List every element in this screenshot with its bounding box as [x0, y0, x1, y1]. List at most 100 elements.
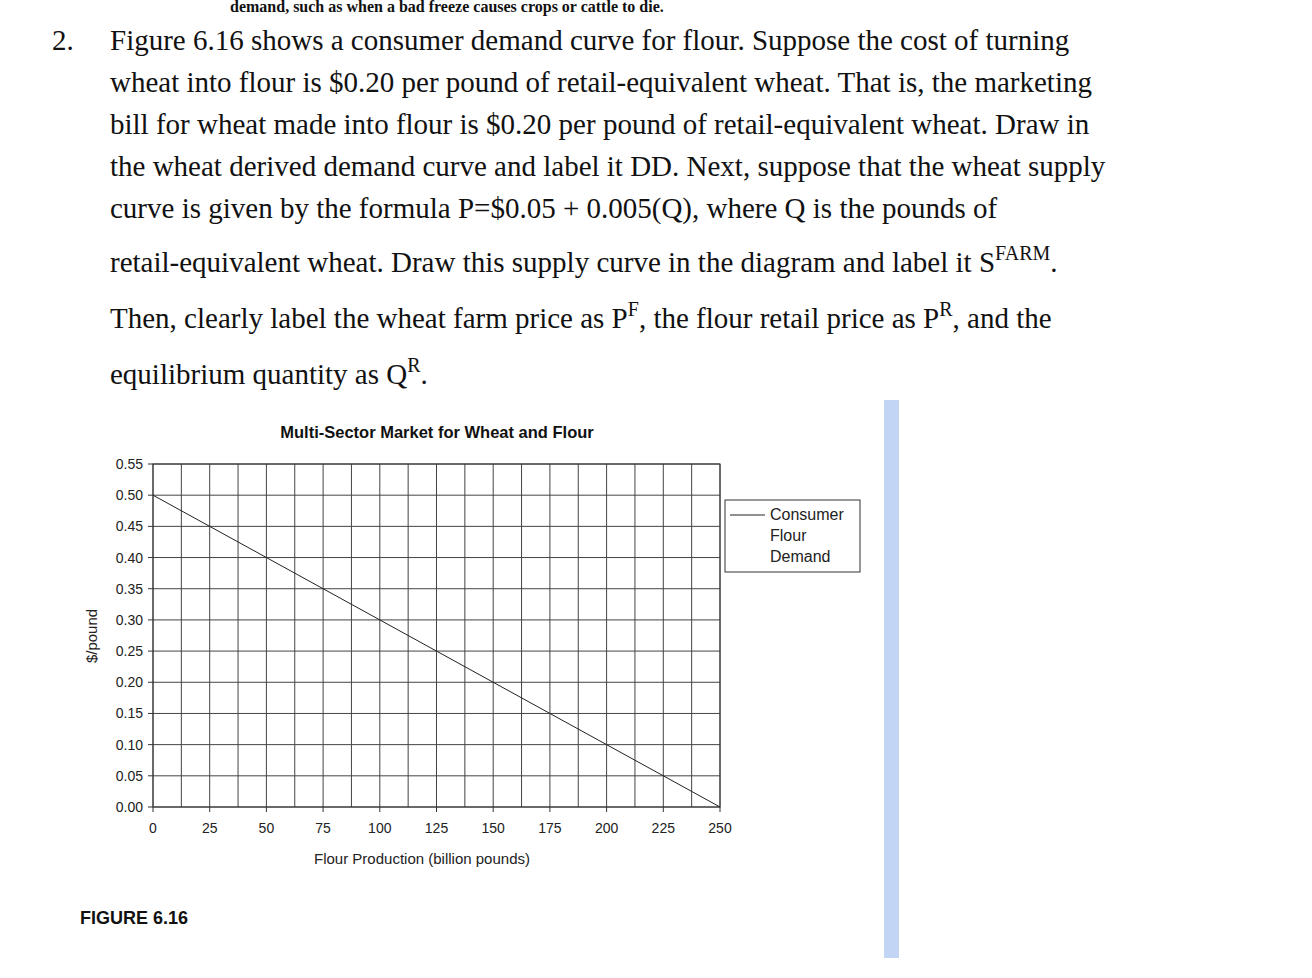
- tick-x: [153, 807, 154, 812]
- tick-y: [148, 619, 153, 620]
- text-run: Then, clearly label the wheat farm price…: [110, 302, 628, 334]
- grid-line-x: [493, 464, 494, 807]
- grid-line-x: [549, 464, 550, 807]
- minor-grid-line-x: [691, 464, 692, 807]
- question-number: 2.: [52, 25, 74, 55]
- minor-grid-line-x: [294, 464, 295, 807]
- tick-label-x: 0: [149, 820, 157, 836]
- legend-label-part: Flour: [770, 527, 807, 544]
- legend-label-part: Consumer: [770, 506, 844, 523]
- grid-line-x: [606, 464, 607, 807]
- x-axis-label: Flour Production (billion pounds): [314, 850, 530, 867]
- grid-line-x: [663, 464, 664, 807]
- tick-label-x: 50: [259, 820, 275, 836]
- tick-x: [606, 807, 607, 812]
- tick-label-x: 75: [315, 820, 331, 836]
- tick-label-y: 0.25: [116, 643, 143, 659]
- question-line: Figure 6.16 shows a consumer demand curv…: [110, 25, 1069, 55]
- tick-label-x: 150: [482, 820, 506, 836]
- tick-x: [720, 807, 721, 812]
- minor-grid-line-x: [238, 464, 239, 807]
- text-run: the wheat derived demand curve and label…: [110, 150, 1105, 182]
- minor-grid-line-x: [578, 464, 579, 807]
- minor-grid-line-x: [181, 464, 182, 807]
- tick-label-y: 0.30: [116, 612, 143, 628]
- tick-y: [148, 682, 153, 683]
- legend-label: Consumer Flour Demand: [770, 506, 844, 565]
- tick-label-x: 225: [652, 820, 676, 836]
- tick-y: [148, 464, 153, 465]
- tick-label-x: 100: [368, 820, 392, 836]
- tick-label-y: 0.20: [116, 674, 143, 690]
- chart-title: Multi-Sector Market for Wheat and Flour: [280, 423, 594, 441]
- tick-y: [148, 744, 153, 745]
- tick-x: [323, 807, 324, 812]
- text-run: , and the: [953, 302, 1052, 334]
- question-line: Then, clearly label the wheat farm price…: [110, 303, 1052, 333]
- tick-x: [493, 807, 494, 812]
- tick-label-y: 0.55: [116, 456, 143, 472]
- grid-line-x: [436, 464, 437, 807]
- series-group: [153, 495, 720, 807]
- tick-label-y: 0.40: [116, 550, 143, 566]
- tick-y: [148, 557, 153, 558]
- text-run: retail-equivalent wheat. Draw this suppl…: [110, 246, 995, 278]
- tick-label-y: 0.05: [116, 768, 143, 784]
- tick-y: [148, 713, 153, 714]
- question-line: curve is given by the formula P=$0.05 + …: [110, 193, 997, 223]
- text-run: curve is given by the formula P=$0.05 + …: [110, 192, 997, 224]
- legend-box: [725, 500, 860, 572]
- tick-label-x: 175: [538, 820, 562, 836]
- minor-grid-line-x: [464, 464, 465, 807]
- tick-x: [663, 807, 664, 812]
- minor-grid-line-x: [351, 464, 352, 807]
- grid-line-x: [379, 464, 380, 807]
- grid: [153, 464, 720, 807]
- tick-y: [148, 651, 153, 652]
- superscript: F: [628, 298, 639, 320]
- minor-grid-line-x: [521, 464, 522, 807]
- superscript: R: [939, 298, 952, 320]
- text-run: bill for wheat made into flour is $0.20 …: [110, 108, 1089, 140]
- question-line: the wheat derived demand curve and label…: [110, 151, 1105, 181]
- tick-label-x: 250: [708, 820, 732, 836]
- grid-line-x: [209, 464, 210, 807]
- superscript: FARM: [995, 242, 1050, 264]
- tick-x: [209, 807, 210, 812]
- legend-label-part: Demand: [770, 548, 830, 565]
- series-line: [153, 495, 720, 807]
- tick-y: [148, 807, 153, 808]
- legend-swatch: [730, 515, 765, 516]
- text-run: .: [421, 358, 428, 390]
- tick-y: [148, 495, 153, 496]
- grid-line-x: [323, 464, 324, 807]
- tick-x: [379, 807, 380, 812]
- tick-label-y: 0.35: [116, 581, 143, 597]
- text-run: .: [1050, 246, 1057, 278]
- tick-label-y: 0.50: [116, 487, 143, 503]
- grid-line-x: [266, 464, 267, 807]
- question-line: bill for wheat made into flour is $0.20 …: [110, 109, 1089, 139]
- tick-x: [266, 807, 267, 812]
- side-bar: [884, 400, 899, 958]
- tick-label-x: 125: [425, 820, 449, 836]
- tick-label-x: 200: [595, 820, 619, 836]
- y-axis-label: $/pound: [83, 609, 100, 663]
- text-run: Figure 6.16 shows a consumer demand curv…: [110, 24, 1069, 56]
- text-run: , the flour retail price as P: [639, 302, 939, 334]
- figure-label: FIGURE 6.16: [80, 908, 188, 929]
- tick-label-y: 0.10: [116, 737, 143, 753]
- plot-frame: [153, 464, 720, 807]
- question-line: wheat into flour is $0.20 per pound of r…: [110, 67, 1092, 97]
- tick-y: [148, 526, 153, 527]
- top-fragment: demand, such as when a bad freeze causes…: [230, 0, 664, 16]
- text-run: wheat into flour is $0.20 per pound of r…: [110, 66, 1092, 98]
- minor-grid-line-x: [634, 464, 635, 807]
- tick-label-x: 25: [202, 820, 218, 836]
- tick-label-y: 0.45: [116, 518, 143, 534]
- legend: Consumer Flour Demand: [725, 500, 860, 572]
- tick-y: [148, 588, 153, 589]
- tick-y: [148, 775, 153, 776]
- tick-label-y: 0.00: [116, 799, 143, 815]
- question-line: equilibrium quantity as QR.: [110, 359, 428, 389]
